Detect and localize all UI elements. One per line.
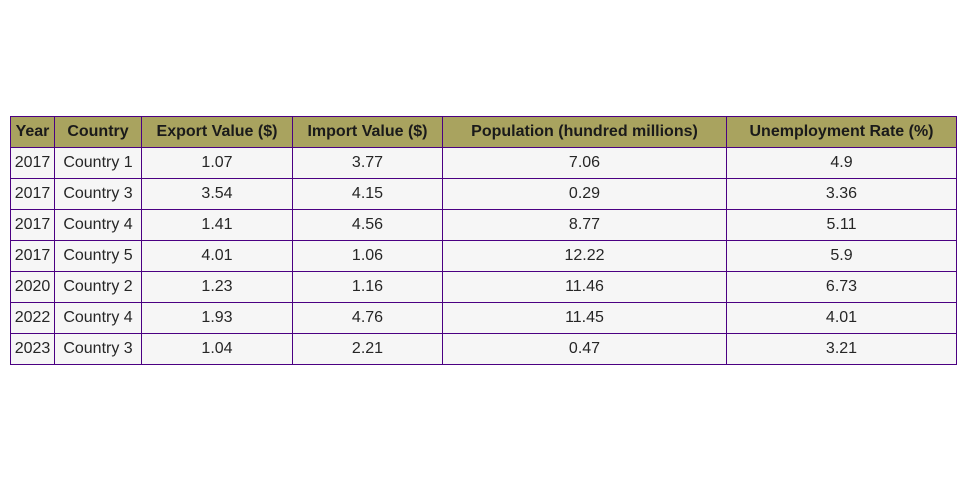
cell-export-value: 1.23 xyxy=(141,271,293,303)
cell-country: Country 1 xyxy=(54,147,142,179)
table-row: 2017 Country 5 4.01 1.06 12.22 5.9 xyxy=(10,240,957,272)
cell-export-value: 1.04 xyxy=(141,333,293,365)
table-row: 2017 Country 3 3.54 4.15 0.29 3.36 xyxy=(10,178,957,210)
cell-year: 2017 xyxy=(10,178,55,210)
cell-country: Country 4 xyxy=(54,209,142,241)
cell-unemployment-rate: 3.36 xyxy=(726,178,957,210)
cell-import-value: 2.21 xyxy=(292,333,443,365)
cell-import-value: 4.15 xyxy=(292,178,443,210)
cell-country: Country 3 xyxy=(54,178,142,210)
cell-population: 12.22 xyxy=(442,240,727,272)
cell-unemployment-rate: 4.01 xyxy=(726,302,957,334)
cell-population: 11.46 xyxy=(442,271,727,303)
table-row: 2023 Country 3 1.04 2.21 0.47 3.21 xyxy=(10,333,957,365)
cell-country: Country 3 xyxy=(54,333,142,365)
table-row: 2020 Country 2 1.23 1.16 11.46 6.73 xyxy=(10,271,957,303)
cell-import-value: 1.06 xyxy=(292,240,443,272)
cell-import-value: 1.16 xyxy=(292,271,443,303)
cell-year: 2020 xyxy=(10,271,55,303)
table-header-row: Year Country Export Value ($) Import Val… xyxy=(10,116,957,148)
table-row: 2022 Country 4 1.93 4.76 11.45 4.01 xyxy=(10,302,957,334)
cell-import-value: 4.76 xyxy=(292,302,443,334)
cell-country: Country 5 xyxy=(54,240,142,272)
cell-country: Country 2 xyxy=(54,271,142,303)
cell-country: Country 4 xyxy=(54,302,142,334)
table-row: 2017 Country 1 1.07 3.77 7.06 4.9 xyxy=(10,147,957,179)
header-population: Population (hundred millions) xyxy=(442,116,727,148)
cell-unemployment-rate: 3.21 xyxy=(726,333,957,365)
header-year: Year xyxy=(10,116,55,148)
cell-population: 8.77 xyxy=(442,209,727,241)
cell-unemployment-rate: 5.11 xyxy=(726,209,957,241)
header-country: Country xyxy=(54,116,142,148)
cell-export-value: 1.07 xyxy=(141,147,293,179)
cell-year: 2017 xyxy=(10,147,55,179)
cell-year: 2022 xyxy=(10,302,55,334)
cell-population: 7.06 xyxy=(442,147,727,179)
cell-import-value: 4.56 xyxy=(292,209,443,241)
cell-unemployment-rate: 4.9 xyxy=(726,147,957,179)
cell-import-value: 3.77 xyxy=(292,147,443,179)
data-table-container: Year Country Export Value ($) Import Val… xyxy=(10,116,957,365)
cell-unemployment-rate: 5.9 xyxy=(726,240,957,272)
header-export-value: Export Value ($) xyxy=(141,116,293,148)
cell-population: 11.45 xyxy=(442,302,727,334)
cell-population: 0.29 xyxy=(442,178,727,210)
cell-export-value: 3.54 xyxy=(141,178,293,210)
cell-population: 0.47 xyxy=(442,333,727,365)
cell-export-value: 1.41 xyxy=(141,209,293,241)
cell-year: 2017 xyxy=(10,240,55,272)
cell-unemployment-rate: 6.73 xyxy=(726,271,957,303)
header-import-value: Import Value ($) xyxy=(292,116,443,148)
cell-export-value: 1.93 xyxy=(141,302,293,334)
data-table: Year Country Export Value ($) Import Val… xyxy=(10,116,957,365)
cell-year: 2017 xyxy=(10,209,55,241)
cell-export-value: 4.01 xyxy=(141,240,293,272)
header-unemployment-rate: Unemployment Rate (%) xyxy=(726,116,957,148)
table-row: 2017 Country 4 1.41 4.56 8.77 5.11 xyxy=(10,209,957,241)
cell-year: 2023 xyxy=(10,333,55,365)
